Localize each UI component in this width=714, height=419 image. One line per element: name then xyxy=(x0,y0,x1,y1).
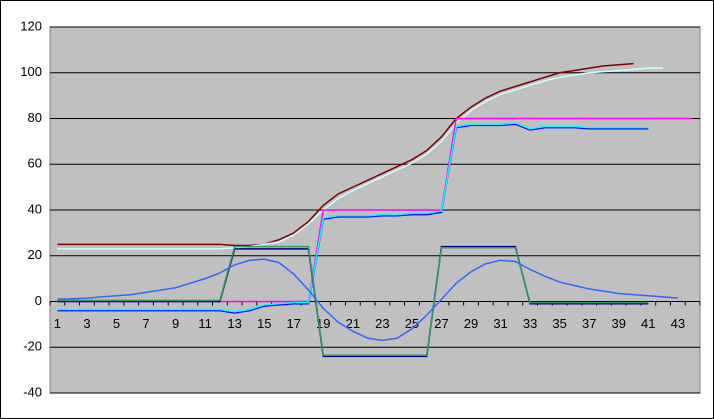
series-line xyxy=(57,122,649,313)
y-tick-label: 120 xyxy=(20,18,42,33)
x-tick-label: 25 xyxy=(405,316,419,331)
x-tick-label: 21 xyxy=(346,316,360,331)
x-tick-label: 37 xyxy=(582,316,596,331)
y-tick-label: 100 xyxy=(20,64,42,79)
series-line xyxy=(57,62,634,247)
x-tick-label: 41 xyxy=(641,316,655,331)
series-line xyxy=(57,245,649,358)
series-line xyxy=(57,67,664,250)
x-tick-label: 3 xyxy=(83,316,90,331)
series-line xyxy=(57,258,678,342)
x-tick-label: 43 xyxy=(671,316,685,331)
x-tick-label: 1 xyxy=(54,316,61,331)
x-tick-label: 33 xyxy=(523,316,537,331)
x-tick-label: 7 xyxy=(142,316,149,331)
x-tick-label: 15 xyxy=(257,316,271,331)
x-tick-label: 5 xyxy=(113,316,120,331)
x-tick-label: 11 xyxy=(198,316,212,331)
y-tick-label: -40 xyxy=(23,384,42,399)
x-tick-label: 17 xyxy=(287,316,301,331)
y-tick-label: 0 xyxy=(35,293,42,308)
series-line xyxy=(57,245,649,357)
y-tick-label: 80 xyxy=(28,110,42,125)
y-tick-label: -20 xyxy=(23,339,42,354)
x-tick-label: 31 xyxy=(493,316,507,331)
x-tick-label: 13 xyxy=(227,316,241,331)
x-tick-label: 29 xyxy=(464,316,478,331)
y-tick-label: 20 xyxy=(28,247,42,262)
x-tick-label: 35 xyxy=(552,316,566,331)
y-tick-label: 60 xyxy=(28,156,42,171)
y-tick-label: 40 xyxy=(28,201,42,216)
series-line xyxy=(57,123,649,314)
x-tick-label: 27 xyxy=(434,316,448,331)
x-tick-label: 23 xyxy=(375,316,389,331)
x-tick-label: 39 xyxy=(612,316,626,331)
x-tick-label: 9 xyxy=(172,316,179,331)
